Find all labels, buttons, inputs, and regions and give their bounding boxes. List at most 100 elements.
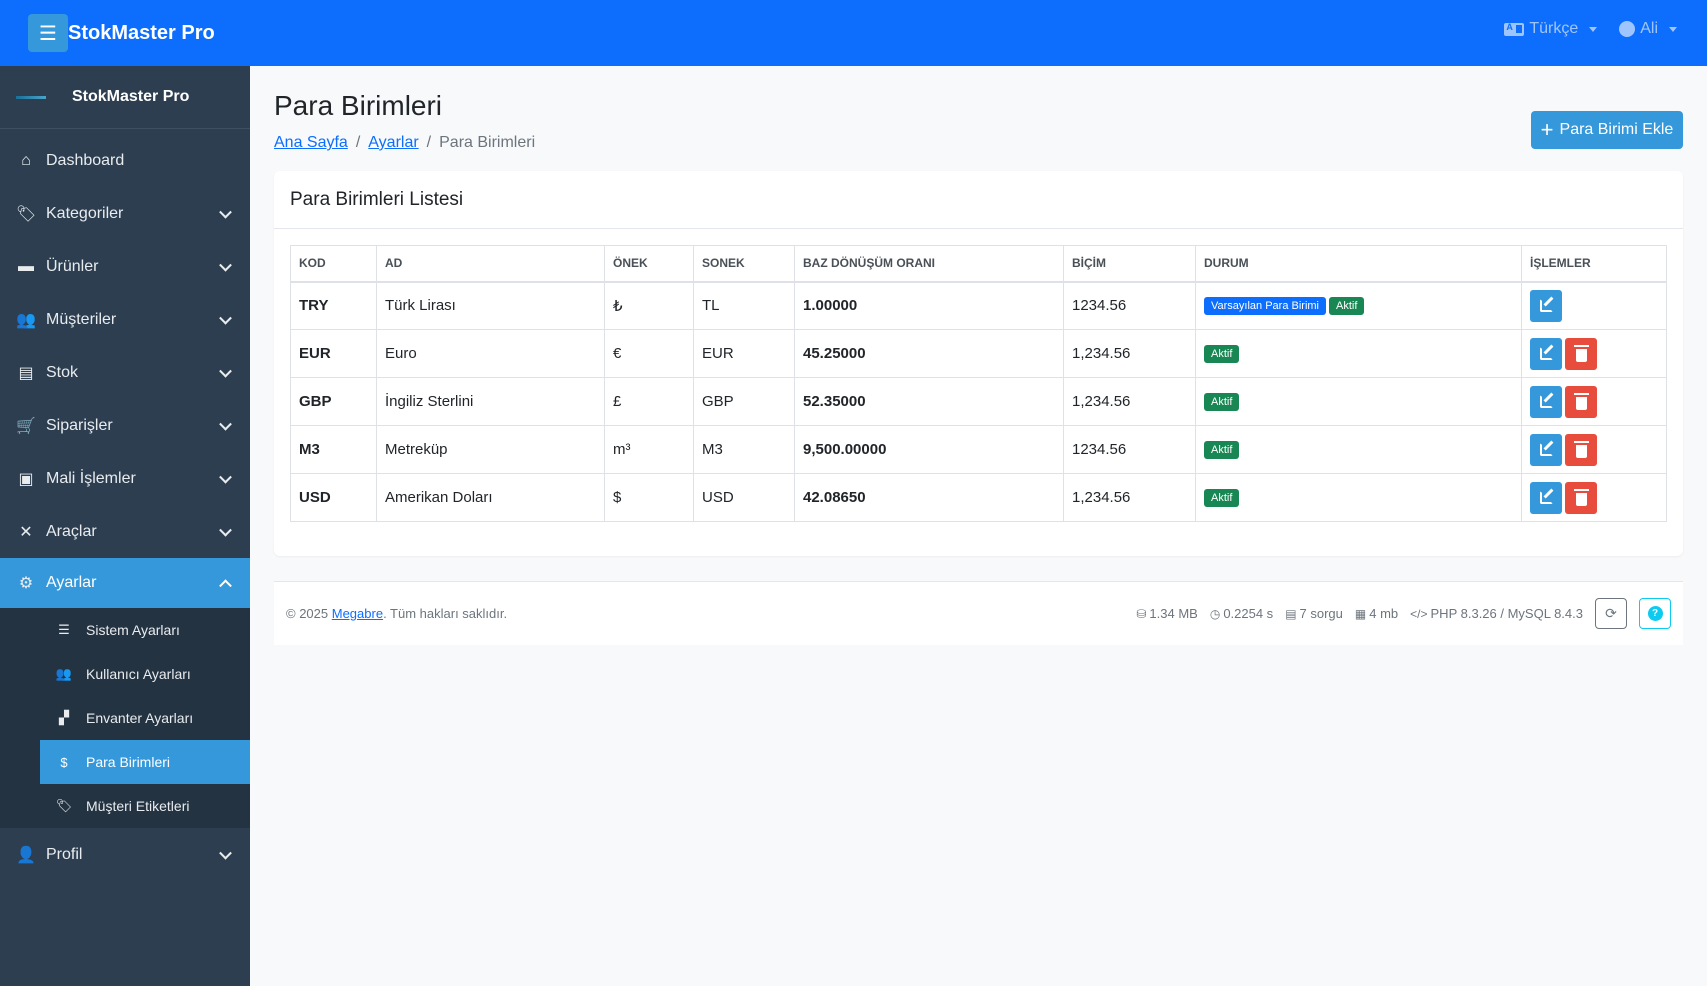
version-value: PHP 8.3.26 / MySQL 8.4.3 <box>1430 606 1583 621</box>
cell-ad: Amerikan Doları <box>376 473 605 522</box>
company-link[interactable]: Megabre <box>331 606 384 621</box>
sidebar-item-profil[interactable]: 👤 Profil <box>0 828 250 881</box>
cell-kod: GBP <box>290 377 377 426</box>
sidebar-item-urunler[interactable]: ▬ Ürünler <box>0 240 250 293</box>
sidebar-toggle-button[interactable]: ☰ <box>28 14 68 52</box>
edit-icon <box>1539 347 1553 360</box>
edit-button[interactable] <box>1530 433 1562 466</box>
column-header-onek[interactable]: ÖNEK <box>604 245 694 283</box>
plus-icon: + <box>1540 117 1554 142</box>
breadcrumb-current: Para Birimleri <box>439 134 536 151</box>
status-badge: Aktif <box>1204 393 1240 411</box>
breadcrumb-ayarlar-link[interactable]: Ayarlar <box>368 134 419 151</box>
cell-sonek: TL <box>693 281 795 330</box>
edit-button[interactable] <box>1530 385 1562 418</box>
status-badge: Aktif <box>1204 441 1240 459</box>
column-header-sonek[interactable]: SONEK <box>693 245 795 283</box>
delete-button[interactable] <box>1565 433 1597 466</box>
delete-button[interactable] <box>1565 385 1597 418</box>
memory-stat: ⛁ 1.34 MB <box>1136 606 1197 621</box>
question-icon: ? <box>1647 606 1663 621</box>
cell-sonek: M3 <box>693 425 795 474</box>
edit-icon <box>1539 299 1553 313</box>
column-header-oran[interactable]: BAZ DÖNÜŞÜM ORANI <box>794 245 1064 283</box>
help-button[interactable]: ? <box>1639 598 1671 629</box>
cell-onek: $ <box>604 473 694 522</box>
copyright-text: © 2025 Megabre. Tüm hakları saklıdır. <box>286 606 507 621</box>
sidebar-item-stok[interactable]: ▤ Stok <box>0 346 250 399</box>
language-icon <box>1504 22 1525 36</box>
user-circle-icon <box>1619 21 1636 37</box>
column-header-ad[interactable]: AD <box>376 245 605 283</box>
table-row: EUR Euro € EUR 45.25000 1,234.56 Aktif <box>290 329 1667 378</box>
submenu-item-envanter-ayarlari[interactable]: ▞ Envanter Ayarları <box>0 696 250 740</box>
cell-durum: Aktif <box>1195 473 1522 522</box>
edit-icon <box>1539 443 1553 456</box>
currency-table: KOD AD ÖNEK SONEK BAZ DÖNÜŞÜM ORANI BİÇİ… <box>290 245 1667 522</box>
default-currency-badge: Varsayılan Para Birimi <box>1204 297 1326 316</box>
warehouse-icon: ▤ <box>18 364 34 382</box>
column-header-bicim[interactable]: BİÇİM <box>1063 245 1196 283</box>
edit-button[interactable] <box>1530 289 1562 322</box>
cell-bicim: 1,234.56 <box>1063 329 1196 378</box>
cell-durum: Aktif <box>1195 425 1522 474</box>
sidebar-item-siparisler[interactable]: 🛒 Siparişler <box>0 399 250 452</box>
table-row: USD Amerikan Doları $ USD 42.08650 1,234… <box>290 473 1667 522</box>
sidebar-item-musteriler[interactable]: 👥 Müşteriler <box>0 293 250 346</box>
breadcrumb-separator: / <box>426 134 432 151</box>
chevron-down-icon <box>219 205 232 219</box>
trash-icon <box>1573 488 1589 506</box>
cell-bicim: 1,234.56 <box>1063 377 1196 426</box>
submenu-item-kullanici-ayarlari[interactable]: 👥 Kullanıcı Ayarları <box>0 652 250 696</box>
sidebar-item-kategoriler[interactable]: 🏷 Kategoriler <box>0 187 250 240</box>
add-currency-button[interactable]: + Para Birimi Ekle <box>1531 111 1683 149</box>
delete-button[interactable] <box>1565 337 1597 370</box>
submenu-item-label: Envanter Ayarları <box>86 710 194 726</box>
submenu-item-para-birimleri[interactable]: $ Para Birimleri <box>40 740 250 784</box>
memory-value: 1.34 MB <box>1149 606 1198 621</box>
column-header-durum[interactable]: DURUM <box>1195 245 1522 283</box>
chevron-down-icon <box>219 311 232 325</box>
sidebar-item-araclar[interactable]: ✕ Araçlar <box>0 505 250 558</box>
query-value: 7 sorgu <box>1299 606 1343 621</box>
ayarlar-submenu: ☰ Sistem Ayarları 👥 Kullanıcı Ayarları ▞… <box>0 608 250 828</box>
table-header-row: KOD AD ÖNEK SONEK BAZ DÖNÜŞÜM ORANI BİÇİ… <box>290 245 1667 283</box>
user-dropdown[interactable]: Ali <box>1619 20 1677 38</box>
cell-kod: USD <box>290 473 377 522</box>
cell-kod: M3 <box>290 425 377 474</box>
hamburger-icon: ☰ <box>39 22 57 45</box>
sidebar-item-mali-islemler[interactable]: ▣ Mali İşlemler <box>0 452 250 505</box>
submenu-item-label: Para Birimleri <box>86 754 171 770</box>
gear-icon: ⚙ <box>18 575 34 592</box>
delete-button[interactable] <box>1565 481 1597 514</box>
refresh-button[interactable]: ⟳ <box>1595 598 1627 629</box>
sidebar-brand[interactable]: StokMaster Pro <box>0 66 250 129</box>
submenu-item-musteri-etiketleri[interactable]: 🏷 Müşteri Etiketleri <box>0 784 250 828</box>
submenu-item-sistem-ayarlari[interactable]: ☰ Sistem Ayarları <box>0 608 250 652</box>
cell-ad: İngiliz Sterlini <box>376 377 605 426</box>
tools-icon: ✕ <box>19 523 33 541</box>
copyright-suffix: . Tüm hakları saklıdır. <box>383 606 508 621</box>
sidebar-item-ayarlar[interactable]: ⚙ Ayarlar <box>0 558 250 608</box>
edit-button[interactable] <box>1530 481 1562 514</box>
cell-ad: Türk Lirası <box>376 281 605 330</box>
cell-sonek: USD <box>693 473 795 522</box>
breadcrumb-home-link[interactable]: Ana Sayfa <box>274 134 348 151</box>
sidebar-item-label: Kategoriler <box>46 204 124 222</box>
chevron-up-icon <box>219 579 232 593</box>
cart-icon: 🛒 <box>16 417 36 435</box>
cell-oran: 52.35000 <box>794 377 1064 426</box>
breadcrumb-separator: / <box>355 134 361 151</box>
sidebar-brand-label: StokMaster Pro <box>72 88 190 105</box>
sidebar-item-dashboard[interactable]: ⌂ Dashboard <box>0 134 250 187</box>
refresh-icon: ⟳ <box>1605 605 1617 621</box>
language-dropdown[interactable]: Türkçe <box>1504 20 1598 38</box>
edit-button[interactable] <box>1530 337 1562 370</box>
cell-ad: Metreküp <box>376 425 605 474</box>
column-header-kod[interactable]: KOD <box>290 245 377 283</box>
sidebar-item-label: Profil <box>46 845 83 863</box>
sidebar-item-label: Mali İşlemler <box>46 469 136 487</box>
cell-onek: ₺ <box>604 281 694 330</box>
cell-actions <box>1521 425 1667 474</box>
navbar-brand[interactable]: StokMaster Pro <box>68 22 215 44</box>
